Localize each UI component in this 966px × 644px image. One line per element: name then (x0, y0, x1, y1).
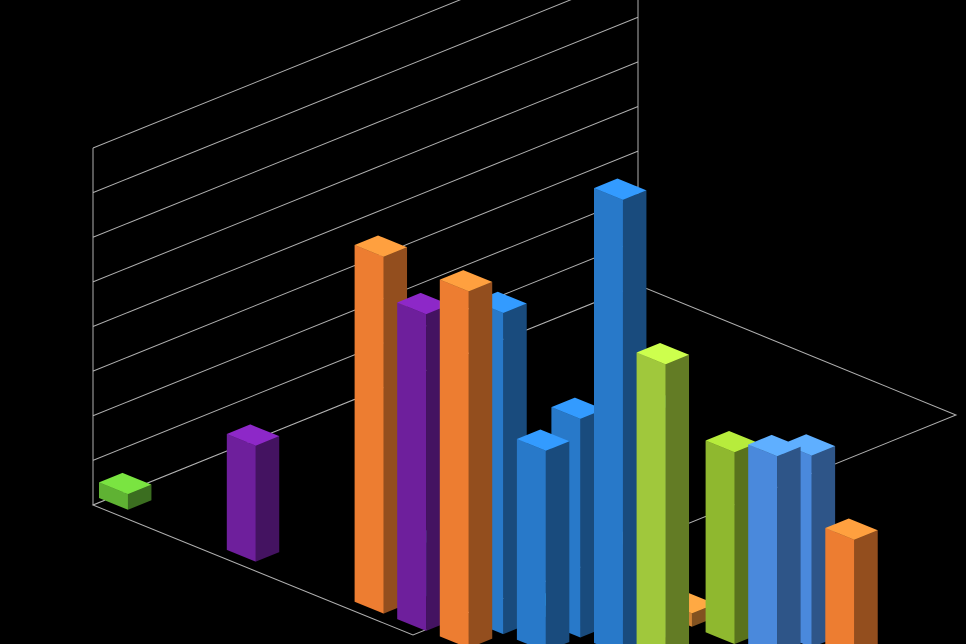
bar (825, 519, 877, 644)
bar (637, 343, 689, 644)
bar (227, 424, 279, 561)
bar (748, 435, 800, 644)
bar-chart-3d (0, 0, 966, 644)
bar (99, 473, 151, 510)
bar (517, 429, 569, 644)
bar (440, 270, 492, 644)
